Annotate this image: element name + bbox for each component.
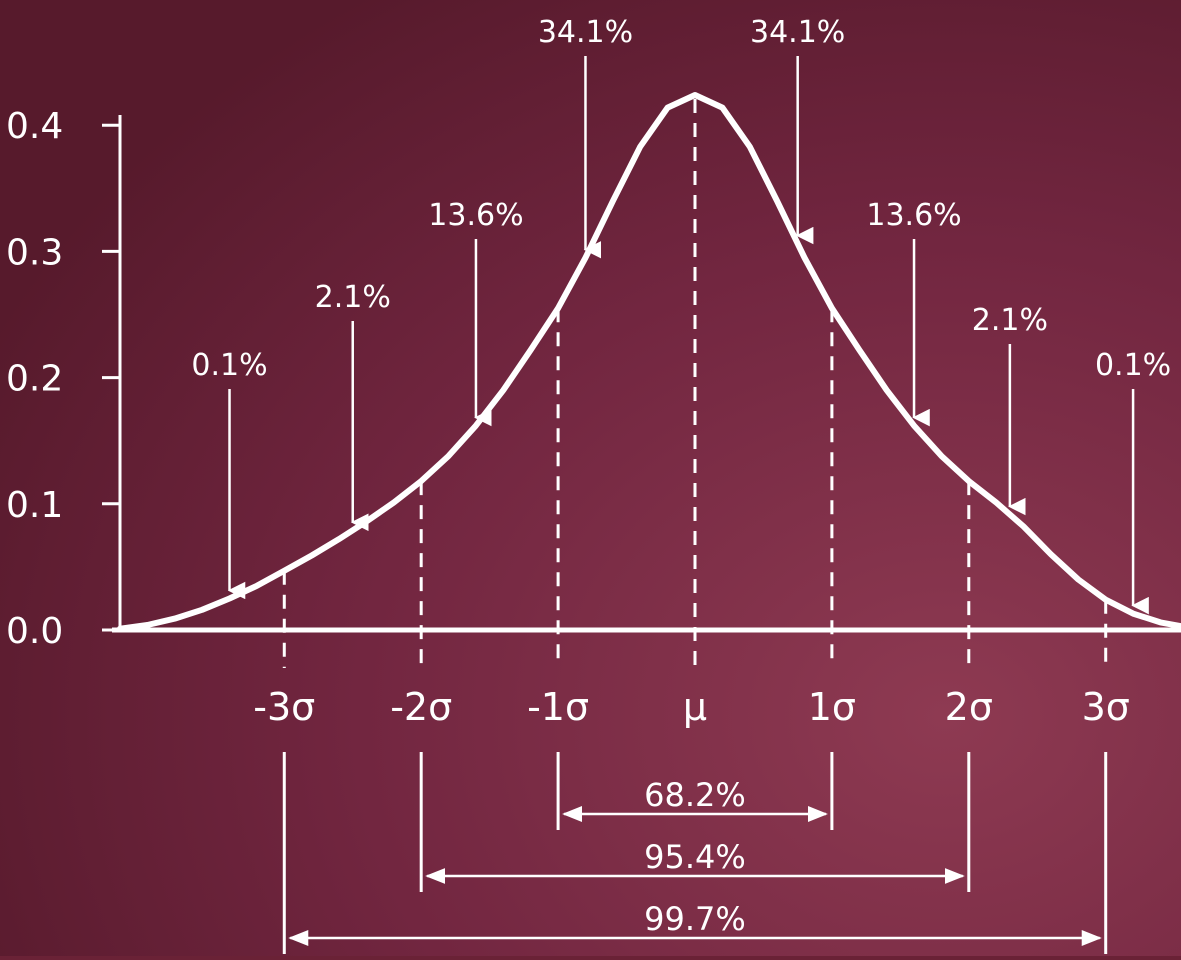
region-percentage-label: 2.1% <box>315 280 391 315</box>
axes: 0.0 0.1 0.2 0.3 0.4 <box>6 106 1181 652</box>
y-tick-label: 0.4 <box>6 106 63 147</box>
region-percentage-label: 34.1% <box>750 15 845 50</box>
y-tick-label: 0.2 <box>6 359 63 400</box>
x-tick-label: 1σ <box>808 685 856 729</box>
region-percentage-label: 13.6% <box>866 198 961 233</box>
sigma-guides: -3σ -2σ -1σ μ 1σ 2σ 3σ <box>253 98 1130 729</box>
x-tick-label: 3σ <box>1082 685 1130 729</box>
range-brackets: 68.2% 95.4% 99.7% <box>282 752 1108 954</box>
x-tick-label: 2σ <box>945 685 993 729</box>
y-tick-label: 0.1 <box>6 485 63 526</box>
y-tick-label: 0.0 <box>6 611 63 652</box>
region-percentage-label: 0.1% <box>191 348 267 383</box>
y-tick-label: 0.3 <box>6 232 63 273</box>
region-percentage-label: 2.1% <box>972 303 1048 338</box>
range-percentage-label: 95.4% <box>644 838 746 876</box>
region-percentage-label: 13.6% <box>428 198 523 233</box>
x-tick-label: -2σ <box>390 685 452 729</box>
x-tick-label: -3σ <box>253 685 315 729</box>
x-tick-label: μ <box>683 685 707 729</box>
range-percentage-label: 68.2% <box>644 776 746 814</box>
region-labels: 0.1% 2.1% 13.6% 34.1% 34.1% 13.6% 2.1% 0.1% <box>191 15 1171 615</box>
region-percentage-label: 0.1% <box>1095 348 1171 383</box>
range-percentage-label: 99.7% <box>644 900 746 938</box>
region-percentage-label: 34.1% <box>538 15 633 50</box>
x-tick-label: -1σ <box>527 685 589 729</box>
